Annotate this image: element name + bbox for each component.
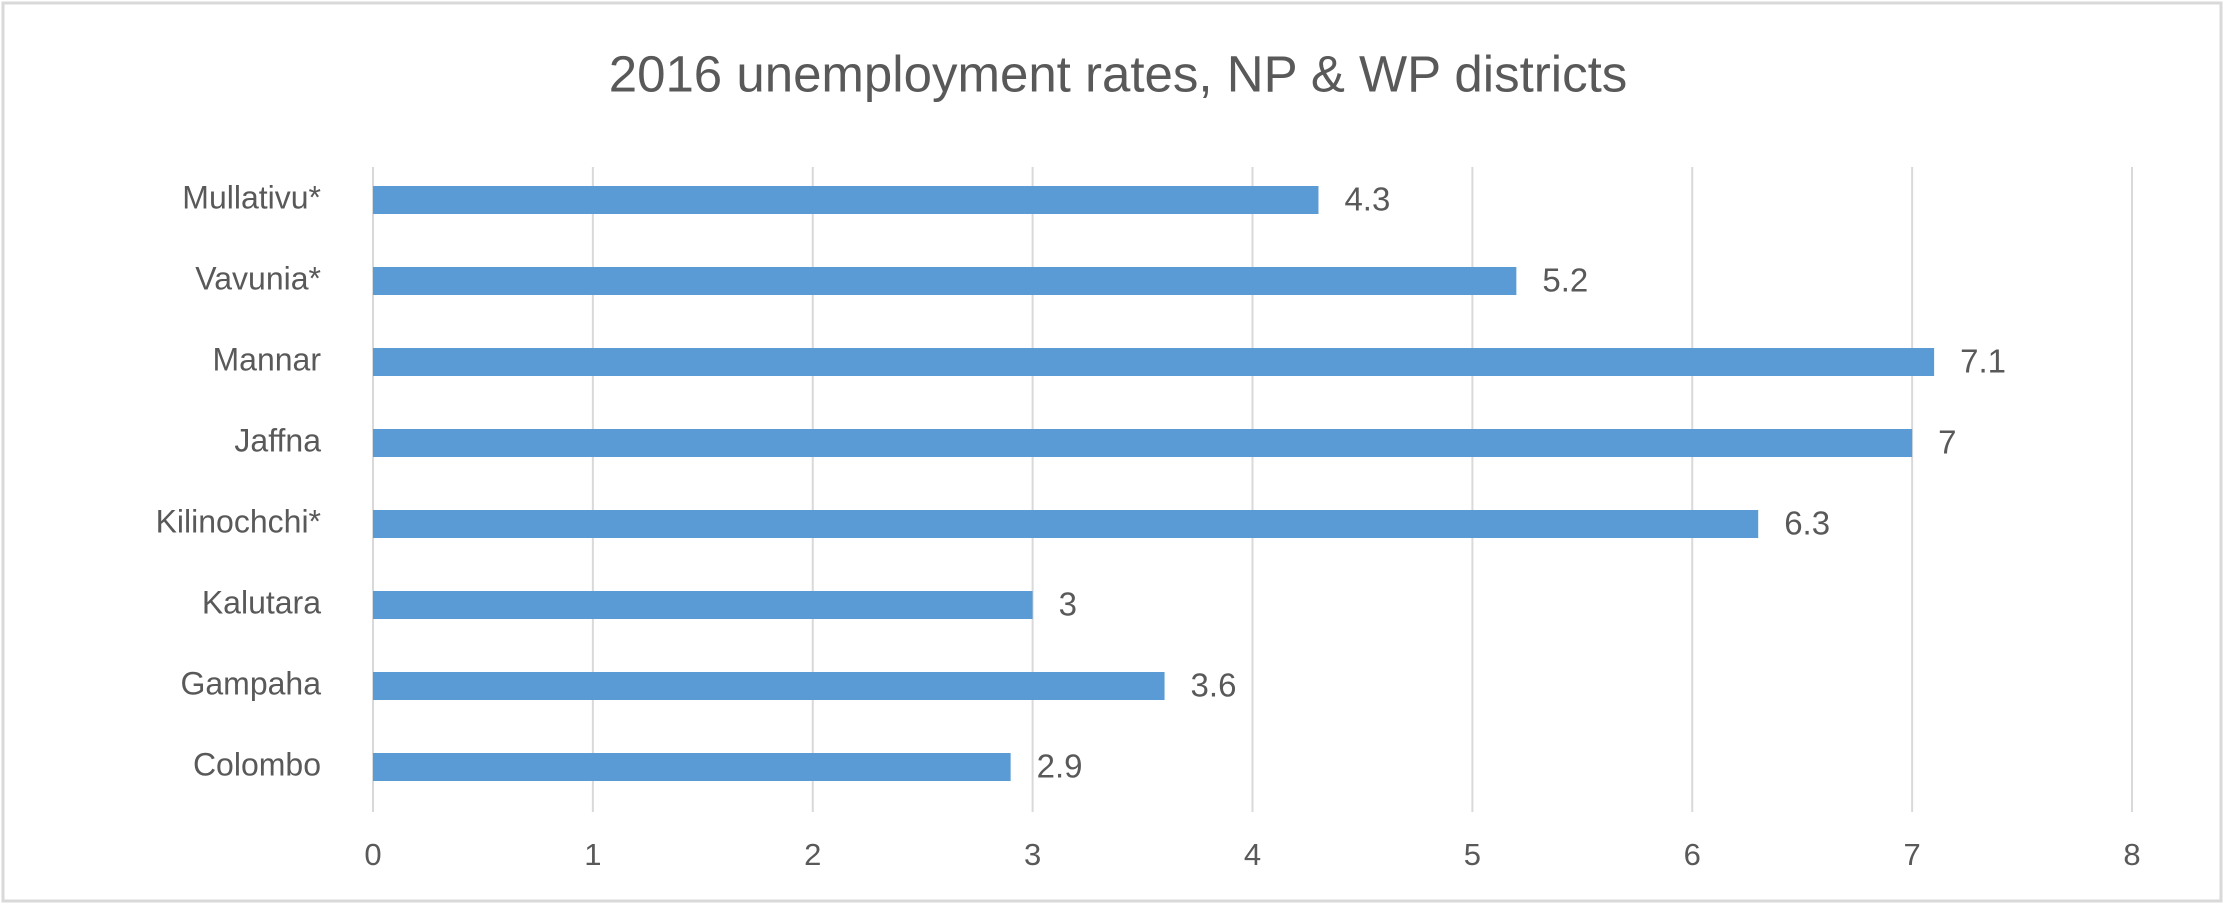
y-tick-label: Kalutara bbox=[202, 584, 321, 620]
y-tick-label: Jaffna bbox=[234, 422, 321, 458]
x-tick-label: 7 bbox=[1904, 837, 1921, 872]
x-tick-label: 6 bbox=[1684, 837, 1701, 872]
value-label: 3.6 bbox=[1191, 667, 1237, 704]
x-tick-label: 3 bbox=[1024, 837, 1041, 872]
x-tick-label: 5 bbox=[1464, 837, 1481, 872]
bar bbox=[373, 429, 1913, 457]
value-label: 2.9 bbox=[1037, 748, 1083, 785]
x-tick-label: 1 bbox=[584, 837, 601, 872]
value-label: 5.2 bbox=[1542, 262, 1588, 299]
x-tick-label: 0 bbox=[364, 837, 381, 872]
bar bbox=[373, 591, 1033, 619]
x-tick-label: 4 bbox=[1244, 837, 1261, 872]
bar bbox=[373, 348, 1935, 376]
x-tick-label: 8 bbox=[2123, 837, 2140, 872]
bar bbox=[373, 186, 1319, 214]
bar bbox=[373, 267, 1517, 295]
bar bbox=[373, 510, 1759, 538]
bar bbox=[373, 753, 1011, 781]
value-label: 6.3 bbox=[1784, 505, 1830, 542]
y-tick-label: Colombo bbox=[193, 746, 321, 782]
y-tick-label: Kilinochchi* bbox=[156, 503, 321, 539]
y-tick-label: Gampaha bbox=[180, 665, 321, 701]
y-tick-label: Mullativu* bbox=[182, 179, 321, 215]
value-label: 7 bbox=[1938, 424, 1956, 461]
bar bbox=[373, 672, 1165, 700]
value-label: 3 bbox=[1059, 586, 1077, 623]
y-tick-label: Vavunia* bbox=[195, 260, 321, 296]
chart-title: 2016 unemployment rates, NP & WP distric… bbox=[609, 45, 1628, 102]
value-label: 7.1 bbox=[1960, 343, 2006, 380]
y-tick-label: Mannar bbox=[213, 341, 322, 377]
value-label: 4.3 bbox=[1344, 181, 1390, 218]
x-tick-label: 2 bbox=[804, 837, 821, 872]
